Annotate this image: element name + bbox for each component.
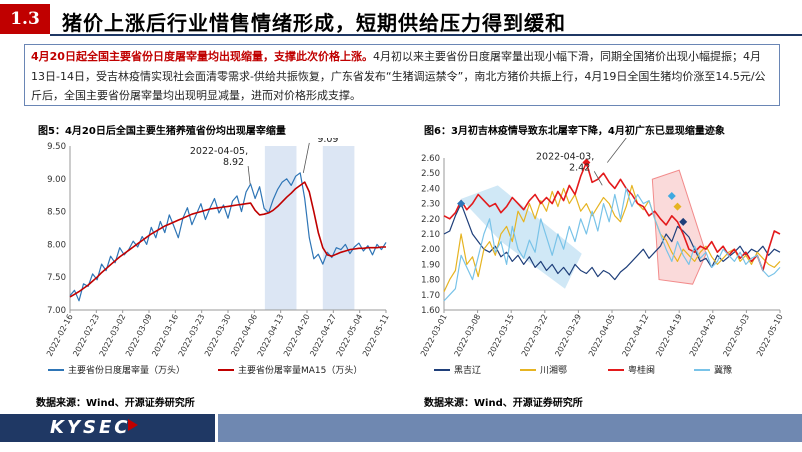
highlight-band-0 xyxy=(460,185,582,289)
y-tick-label: 8.50 xyxy=(47,208,66,218)
marker-2 xyxy=(667,192,676,200)
annotation-date: 2022-04-03, xyxy=(536,151,594,162)
footer-bar-right xyxy=(218,414,802,442)
annotation-value: 8.92 xyxy=(223,157,244,168)
x-tick-label: 2022-03-22 xyxy=(520,313,550,358)
summary-highlight: 4月20日起全国主要省份日度屠宰量均出现缩量，支撑此次价格上涨。 xyxy=(31,50,373,63)
x-tick-label: 2022-02-23 xyxy=(71,313,101,358)
annotation-leader xyxy=(302,142,310,173)
x-tick-label: 2022-03-29 xyxy=(553,313,583,358)
series-line-1 xyxy=(69,181,386,298)
x-tick-label: 2022-05-03 xyxy=(721,313,751,358)
annotation-leader xyxy=(593,171,603,186)
x-tick-label: 2022-03-15 xyxy=(486,313,516,358)
x-tick-label: 2022-05-11 xyxy=(361,313,391,358)
x-tick-label: 2022-03-23 xyxy=(177,313,207,358)
series-line-2 xyxy=(443,161,781,272)
kysec-logo: KYSEC xyxy=(50,417,131,438)
legend-label: 冀豫 xyxy=(714,364,732,376)
fig6-chart: 1.60 1.70 1.80 1.90 2.00 2.10 2.20 2.30 2.40 2.50… xyxy=(419,138,785,376)
header-divider xyxy=(50,34,802,36)
footer-bar xyxy=(0,414,215,442)
marker-1 xyxy=(582,158,591,167)
annotation-value: 2.57 xyxy=(635,138,656,139)
x-tick-label: 2022-04-20 xyxy=(282,313,312,358)
y-tick-label: 2.30 xyxy=(421,200,440,210)
x-tick-label: 2022-04-19 xyxy=(654,313,684,358)
y-tick-label: 2.60 xyxy=(421,154,440,164)
annotation-value: 9.09 xyxy=(317,138,338,145)
y-tick-label: 1.80 xyxy=(421,276,440,286)
x-tick-label: 2022-03-01 xyxy=(419,313,449,358)
x-tick-label: 2022-04-26 xyxy=(688,313,718,358)
shaded-band-1 xyxy=(322,146,355,310)
y-tick-label: 2.10 xyxy=(421,230,440,240)
series-line-0 xyxy=(69,172,387,302)
y-tick-label: 1.70 xyxy=(421,291,440,301)
annotation-value: 2.42 xyxy=(569,162,590,173)
y-tick-label: 2.40 xyxy=(421,184,440,194)
y-tick-label: 9.00 xyxy=(47,175,66,185)
x-tick-label: 2022-03-08 xyxy=(453,313,483,358)
x-tick-label: 2022-03-30 xyxy=(203,313,233,358)
x-tick-label: 2022-05-04 xyxy=(335,313,365,358)
marker-3 xyxy=(673,202,682,211)
legend-label: 主要省份屠宰量MA15（万头） xyxy=(238,364,362,376)
annotation-leader xyxy=(247,166,251,185)
page-title: 猪价上涨后行业惜售情绪形成，短期供给压力得到缓和 xyxy=(62,11,566,35)
summary-body: 4月初以来主要省份日度屠宰量出现小幅下滑，同期全国猪价出现小幅提振；4月13日-… xyxy=(31,50,766,102)
x-tick-label: 2022-05-10 xyxy=(755,313,785,358)
x-tick-label: 2022-04-12 xyxy=(621,313,651,358)
x-tick-label: 2022-03-02 xyxy=(98,313,128,358)
fig6-title: 图6：3月初吉林疫情导致东北屠宰下降，4月初广东已显现缩量迹象 xyxy=(424,126,725,137)
annotation-leader xyxy=(606,138,627,163)
x-tick-label: 2022-04-06 xyxy=(229,313,259,358)
annotation-date: 2022-04-05, xyxy=(190,146,248,157)
slide-header: 1.3 猪价上涨后行业惜售情绪形成，短期供给压力得到缓和 xyxy=(0,0,802,36)
x-tick-label: 2022-03-16 xyxy=(150,313,180,358)
legend-label: 黑吉辽 xyxy=(454,365,481,376)
legend-label: 主要省份日度屠宰量（万头） xyxy=(68,364,185,376)
series-line-3 xyxy=(443,187,781,302)
y-tick-label: 1.90 xyxy=(421,260,440,270)
shaded-band-0 xyxy=(264,146,297,310)
y-tick-label: 9.50 xyxy=(47,142,66,152)
summary-box: 4月20日起全国主要省份日度屠宰量均出现缩量，支撑此次价格上涨。4月初以来主要省… xyxy=(24,44,780,106)
y-tick-label: 1.60 xyxy=(421,306,440,316)
fig6-source: 数据来源：Wind、开源证券研究所 xyxy=(424,398,583,409)
fig5-chart: 7.007.508.008.509.009.502022-02-162022-0… xyxy=(45,138,391,376)
marker-4 xyxy=(679,217,688,226)
x-tick-label: 2022-03-09 xyxy=(124,313,154,358)
fig5-title: 图5：4月20日后全国主要生猪养殖省份均出现屠宰缩量 xyxy=(38,126,286,137)
y-tick-label: 2.20 xyxy=(421,215,440,225)
series-line-0 xyxy=(443,203,781,281)
y-tick-label: 2.50 xyxy=(421,169,440,179)
x-tick-label: 2022-04-05 xyxy=(587,313,617,358)
y-tick-label: 7.00 xyxy=(47,306,66,316)
legend-label: 粤桂闽 xyxy=(628,364,655,376)
y-tick-label: 8.00 xyxy=(47,240,66,250)
x-tick-label: 2022-04-27 xyxy=(308,313,338,358)
legend-label: 川湘鄂 xyxy=(540,364,567,376)
section-number: 1.3 xyxy=(0,4,50,34)
y-tick-label: 2.00 xyxy=(421,245,440,255)
x-tick-label: 2022-02-16 xyxy=(45,313,75,358)
x-tick-label: 2022-04-13 xyxy=(256,313,286,358)
y-tick-label: 7.50 xyxy=(47,273,66,283)
fig5-source: 数据来源：Wind、开源证券研究所 xyxy=(36,398,195,409)
marker-0 xyxy=(457,199,466,208)
logo-mark-icon xyxy=(128,419,138,431)
